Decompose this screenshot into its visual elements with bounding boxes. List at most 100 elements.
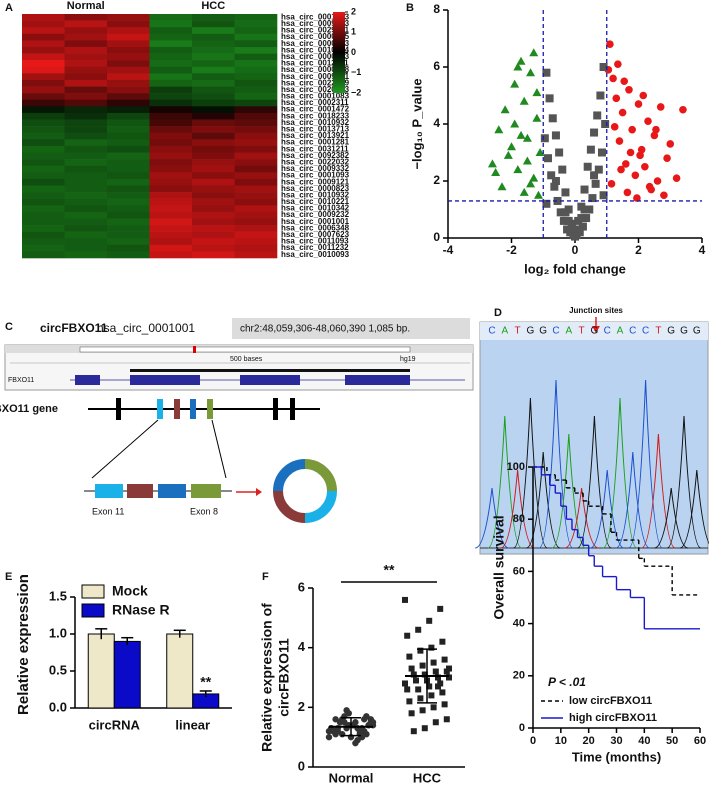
exon — [157, 399, 163, 419]
heatmap-cell — [234, 33, 278, 41]
point — [415, 686, 422, 693]
heatmap-cell — [64, 86, 108, 94]
y-tick-label: 4 — [433, 116, 440, 130]
heatmap-cell — [107, 159, 150, 166]
point — [544, 154, 553, 163]
point — [578, 222, 587, 231]
heatmap-cell — [234, 152, 278, 160]
row-label: hsa_circ_0001001 — [281, 217, 350, 226]
point — [503, 150, 513, 159]
heatmap-cell — [22, 185, 65, 193]
heatmap-cell — [234, 139, 278, 147]
heatmap-cell — [107, 93, 150, 101]
point — [577, 214, 586, 223]
heatmap-cell — [149, 66, 193, 74]
point — [428, 692, 435, 699]
chromatogram-peak — [564, 487, 599, 549]
point — [443, 716, 450, 723]
x-tick-label: 60 — [694, 735, 706, 747]
row-label: hsa_circ_0000948 — [281, 65, 350, 74]
heatmap-cell — [234, 231, 278, 239]
x-tick-label: 0 — [572, 243, 579, 257]
heatmap-cell — [22, 126, 65, 134]
heatmap-cell — [149, 126, 193, 134]
heatmap-cell — [149, 172, 193, 180]
heatmap-cell — [234, 126, 278, 134]
heatmap-cell — [107, 66, 150, 74]
point — [415, 626, 422, 633]
y-tick-label: 20 — [513, 670, 525, 682]
heatmap-cell — [22, 192, 65, 199]
point — [637, 145, 646, 154]
row-label: hsa_circ_0000985 — [281, 32, 350, 41]
x-tick-label: 30 — [610, 735, 622, 747]
heatmap-cell — [149, 251, 193, 259]
y-tick-label: 40 — [513, 618, 525, 630]
row-label: hsa_circ_0002311 — [281, 98, 349, 107]
point — [432, 719, 439, 726]
row-label: hsa_circ_0010932 — [281, 118, 350, 127]
exon-block — [240, 375, 300, 385]
heatmap-cell — [107, 218, 150, 226]
heatmap-cell — [149, 238, 193, 246]
heatmap-cell — [64, 172, 108, 180]
point — [672, 174, 681, 182]
x-tick-label: linear — [175, 717, 210, 732]
heatmap-cell — [107, 60, 150, 68]
heatmap-cell — [22, 132, 65, 140]
point — [430, 704, 437, 711]
heatmap-cell — [107, 211, 150, 219]
panel-label: D — [494, 307, 502, 319]
point — [497, 182, 507, 191]
heatmap-cell — [192, 20, 235, 28]
y-tick-label: 8 — [433, 2, 440, 16]
heatmap-cell — [22, 198, 65, 206]
chromosome — [79, 346, 411, 353]
heatmap-cell — [149, 178, 193, 186]
colorbar-label: −2 — [351, 87, 361, 97]
x-tick-label: 10 — [555, 735, 567, 747]
significance: ** — [200, 674, 211, 690]
heatmap-cell — [149, 218, 193, 226]
heatmap-cell — [149, 132, 193, 140]
point — [617, 165, 625, 174]
row-label: hsa_circ_0011232 — [281, 243, 349, 252]
point — [446, 665, 452, 672]
point — [609, 74, 617, 83]
heatmap-cell — [22, 60, 65, 68]
heatmap-cell — [22, 205, 65, 213]
row-label: hsa_circ_0092382 — [281, 151, 350, 160]
chromatogram-peak — [526, 451, 561, 549]
row-label: hsa_circ_0001083 — [281, 92, 350, 101]
y-tick-label: 2 — [433, 173, 440, 187]
circ-name: circFBXO11 — [40, 321, 108, 335]
ring-arc — [304, 459, 337, 492]
point — [567, 222, 576, 231]
heatmap-cell — [234, 119, 278, 127]
y-tick-label: 60 — [513, 565, 525, 577]
point — [639, 91, 648, 100]
heatmap-cell — [149, 231, 193, 239]
point — [663, 154, 671, 162]
point — [644, 117, 652, 125]
heatmap-cell — [64, 244, 108, 252]
heatmap-cell — [234, 165, 278, 173]
point — [620, 77, 629, 86]
point — [556, 208, 565, 217]
heatmap-cell — [64, 192, 108, 199]
point — [634, 100, 643, 108]
point — [404, 632, 411, 639]
heatmap-cell — [107, 86, 150, 94]
heatmap-cell — [64, 112, 108, 120]
heatmap-cell — [149, 60, 193, 68]
circ-track — [130, 369, 410, 372]
row-label: hsa_circ_0012511 — [281, 59, 349, 68]
point — [580, 185, 589, 194]
x-tick-label: 2 — [635, 243, 642, 257]
heatmap-cell — [22, 145, 65, 153]
point — [561, 208, 570, 217]
point — [614, 60, 622, 68]
heatmap-cell — [64, 20, 108, 28]
point — [439, 638, 446, 645]
point — [585, 205, 594, 214]
